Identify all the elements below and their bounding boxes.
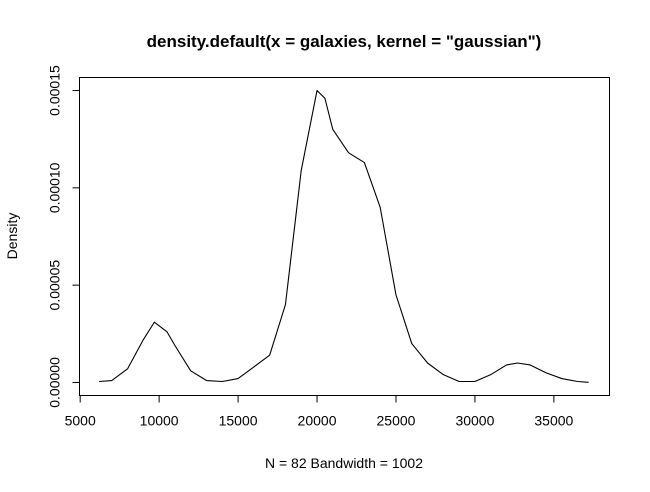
y-tick-label: 0.00010 xyxy=(47,162,63,213)
plot-frame xyxy=(79,77,610,396)
x-tick-label: 15000 xyxy=(219,413,258,429)
chart-title: density.default(x = galaxies, kernel = "… xyxy=(147,32,542,51)
x-tick-label: 30000 xyxy=(455,413,494,429)
x-tick-label: 20000 xyxy=(298,413,337,429)
density-line xyxy=(99,89,589,383)
y-tick-label: 0.00005 xyxy=(47,260,63,311)
x-tick-label: 10000 xyxy=(140,413,179,429)
y-tick-label: 0.00000 xyxy=(47,357,63,408)
y-tick-label: 0.00015 xyxy=(47,65,63,116)
x-tick-label: 5000 xyxy=(65,413,96,429)
x-tick-label: 35000 xyxy=(534,413,573,429)
x-tick-label: 25000 xyxy=(377,413,416,429)
y-axis-label: Density xyxy=(4,213,20,260)
x-axis-label: N = 82 Bandwidth = 1002 xyxy=(265,455,423,471)
